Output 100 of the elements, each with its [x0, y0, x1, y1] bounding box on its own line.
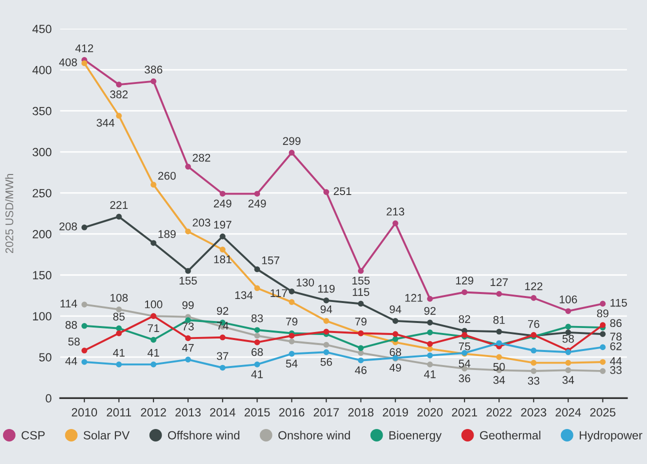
point — [288, 350, 295, 357]
data-label: 197 — [214, 220, 232, 229]
data-label: 108 — [110, 294, 128, 302]
x-tick-label: 2018 — [348, 408, 374, 417]
point — [323, 318, 330, 324]
point — [600, 359, 606, 365]
data-label: 203 — [192, 218, 210, 227]
data-label: 41 — [424, 370, 436, 378]
point — [288, 288, 295, 294]
point — [220, 234, 226, 240]
data-label: 221 — [110, 201, 128, 209]
point — [530, 295, 537, 301]
x-tick-label: 2023 — [521, 408, 546, 417]
data-label: 89 — [597, 309, 608, 318]
point — [358, 300, 364, 307]
point — [288, 299, 295, 305]
data-label: 56 — [320, 358, 332, 366]
point — [116, 362, 122, 368]
point — [150, 362, 156, 368]
point — [600, 368, 606, 374]
data-label: 260 — [158, 172, 176, 180]
x-tick-label: 2025 — [590, 408, 616, 417]
y-tick-label: 400 — [32, 66, 52, 74]
x-tick-label: 2017 — [314, 408, 339, 417]
data-label: 41 — [113, 348, 125, 357]
x-tick-label: 2015 — [244, 408, 270, 417]
point — [81, 322, 88, 329]
data-label: 58 — [68, 338, 80, 346]
point — [254, 285, 260, 292]
legend-label: Bioenergy — [389, 430, 442, 442]
point — [81, 224, 88, 230]
point — [462, 289, 468, 296]
point — [496, 290, 502, 297]
data-label: 71 — [148, 324, 160, 332]
point — [150, 182, 156, 188]
point — [254, 190, 260, 197]
data-label: 41 — [148, 348, 160, 357]
x-tick-label: 2019 — [382, 408, 408, 417]
point — [392, 336, 398, 342]
data-label: 106 — [560, 295, 577, 304]
point — [392, 318, 398, 324]
data-label: 36 — [458, 374, 470, 382]
point — [185, 268, 191, 274]
data-label: 78 — [610, 332, 622, 341]
point — [81, 348, 88, 354]
data-label: 34 — [562, 376, 574, 384]
data-label: 88 — [66, 321, 77, 329]
y-tick-label: 100 — [33, 312, 52, 320]
data-label: 58 — [562, 334, 574, 343]
point — [392, 331, 398, 338]
data-label: 92 — [216, 306, 228, 315]
data-label: 86 — [610, 319, 622, 328]
data-label: 82 — [458, 315, 470, 324]
data-label: 130 — [296, 278, 314, 286]
data-label: 44 — [610, 357, 622, 365]
data-label: 213 — [386, 208, 404, 216]
point — [358, 268, 364, 274]
data-label: 282 — [192, 154, 210, 162]
point — [288, 338, 295, 344]
data-label: 121 — [405, 294, 422, 302]
point — [254, 332, 260, 339]
data-label: 249 — [214, 200, 232, 208]
point — [185, 228, 191, 234]
y-tick-label: 50 — [39, 353, 52, 362]
legend-label: Hydropower — [580, 430, 642, 442]
point — [358, 350, 364, 356]
point — [565, 367, 572, 374]
point — [323, 298, 330, 304]
data-label: 181 — [214, 255, 232, 264]
data-label: 50 — [493, 362, 505, 371]
data-label: 49 — [389, 364, 402, 372]
point — [600, 344, 606, 350]
point — [427, 362, 433, 368]
data-label: 386 — [144, 66, 162, 74]
data-label: 47 — [182, 344, 194, 352]
y-tick-label: 450 — [32, 24, 52, 34]
point — [323, 189, 330, 196]
point — [150, 240, 156, 246]
point — [116, 325, 122, 332]
x-tick-label: 2010 — [72, 408, 98, 417]
data-label: 127 — [490, 278, 508, 286]
legend-label: CSP — [22, 431, 45, 440]
data-label: 54 — [458, 360, 470, 368]
y-tick-label: 250 — [32, 188, 52, 198]
point — [427, 296, 433, 302]
data-label: 344 — [96, 118, 114, 127]
data-label: 62 — [610, 342, 622, 350]
data-label: 251 — [334, 187, 352, 196]
x-tick-label: 2021 — [452, 408, 478, 417]
x-tick-label: 2022 — [486, 408, 512, 417]
point — [323, 342, 330, 348]
data-label: 33 — [528, 376, 540, 385]
x-tick-label: 2020 — [417, 408, 443, 417]
data-label: 76 — [528, 320, 540, 328]
data-label: 34 — [493, 376, 505, 384]
data-label: 100 — [145, 300, 162, 308]
data-label: 54 — [286, 360, 298, 368]
data-label: 157 — [262, 256, 280, 264]
legend-label: Solar PV — [84, 430, 130, 440]
data-label: 75 — [458, 342, 470, 350]
